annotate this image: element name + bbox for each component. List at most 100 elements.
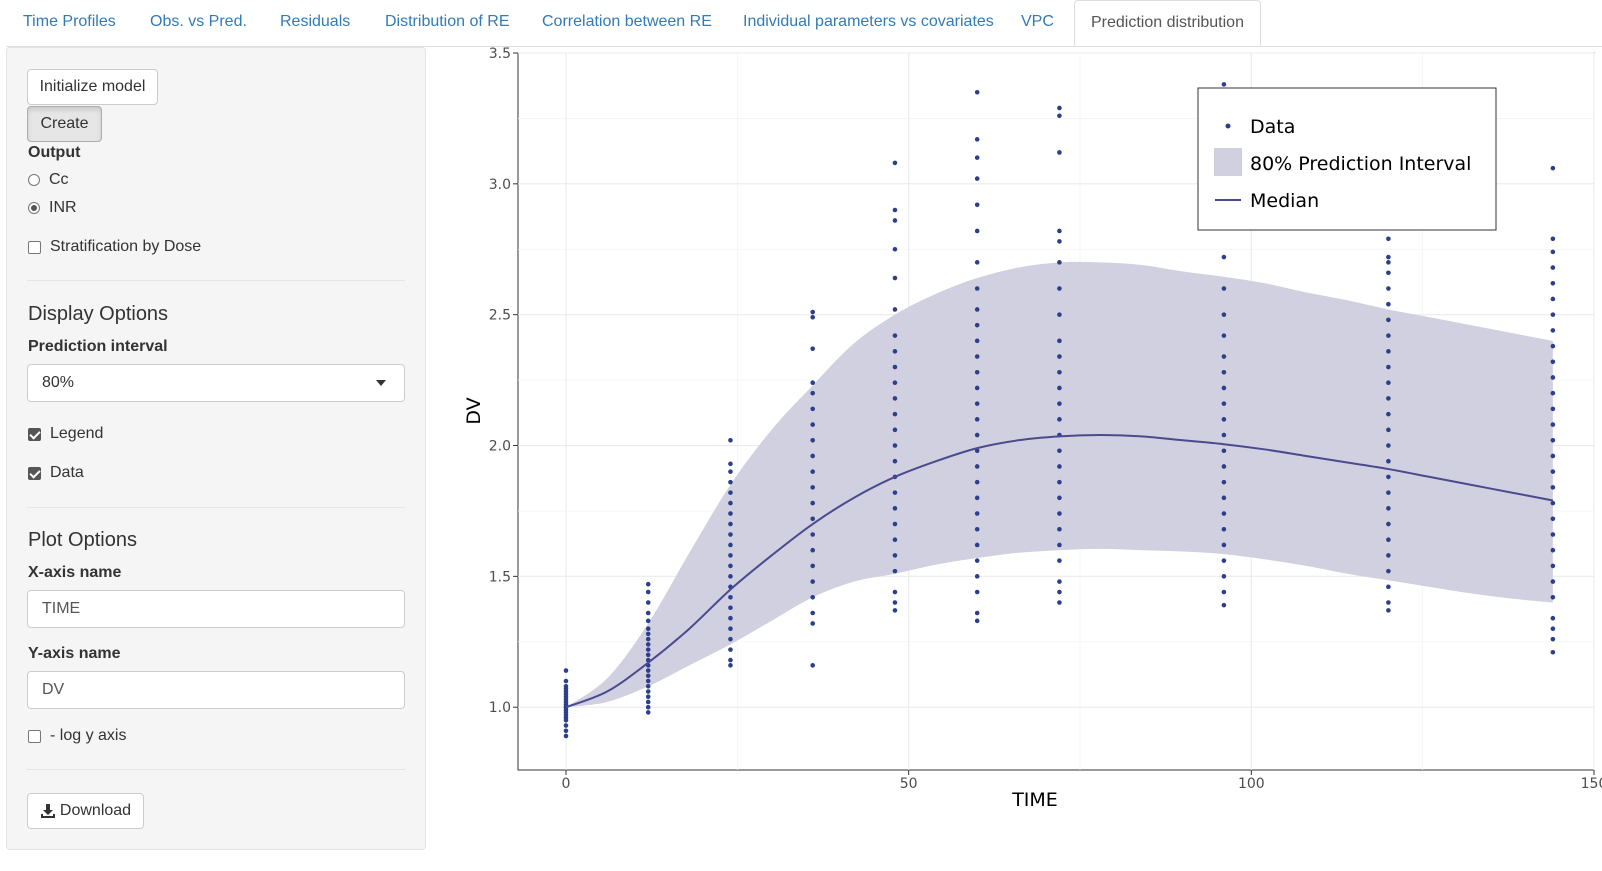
data-point (645, 610, 651, 616)
data-point (974, 432, 980, 438)
data-point (1386, 537, 1391, 543)
data-point (1550, 516, 1556, 522)
data-point (1057, 338, 1062, 344)
data-point (1550, 532, 1556, 537)
data-point (645, 581, 651, 587)
data-point (810, 563, 816, 569)
data-point (892, 380, 898, 386)
legend-checkbox[interactable] (28, 427, 41, 441)
data-point (1221, 354, 1227, 359)
data-point (892, 600, 898, 605)
data-point (1057, 495, 1062, 501)
data-point (728, 636, 733, 642)
data-point (1057, 511, 1062, 516)
data-point (1221, 448, 1227, 454)
stratification-checkbox[interactable] (28, 240, 41, 254)
initialize-model-button[interactable]: Initialize model (27, 69, 158, 105)
data-point (728, 461, 733, 467)
data-point (892, 396, 898, 401)
y-tick-label: 2.5 (489, 308, 511, 324)
create-button[interactable]: Create (27, 106, 102, 142)
data-point (645, 699, 651, 705)
tab-vpc[interactable]: VPC (1021, 13, 1054, 30)
log-y-checkbox-row[interactable]: - log y axis (28, 727, 126, 745)
data-point (1221, 464, 1227, 469)
data-point (1550, 343, 1556, 349)
legend-checkbox-row[interactable]: Legend (28, 425, 103, 443)
stratification-checkbox-row[interactable]: Stratification by Dose (28, 238, 201, 256)
data-point (1057, 385, 1062, 391)
radio-inr[interactable] (28, 202, 40, 214)
download-button[interactable]: Download (27, 793, 144, 829)
tab-obs-vs-pred[interactable]: Obs. vs Pred. (150, 13, 247, 30)
tab-individual-parameters[interactable]: Individual parameters vs covariates (743, 13, 994, 30)
log-y-checkbox[interactable] (28, 729, 41, 743)
data-point (892, 490, 898, 495)
data-point (1057, 589, 1062, 595)
prediction-interval-select[interactable]: 80% (27, 364, 405, 402)
data-point (810, 532, 816, 537)
data-point (1550, 594, 1556, 600)
output-option-inr[interactable]: INR (28, 199, 77, 217)
output-option-cc[interactable]: Cc (28, 171, 69, 189)
data-point (728, 521, 733, 527)
data-point (645, 589, 651, 595)
tab-prediction-distribution[interactable]: Prediction distribution (1074, 0, 1261, 46)
data-point (1221, 333, 1227, 338)
output-label: Output (28, 144, 81, 161)
data-point (728, 647, 733, 652)
data-point (728, 657, 733, 663)
y-tick-label: 1.5 (489, 569, 511, 585)
data-point (645, 652, 651, 658)
data-point (1386, 301, 1391, 307)
data-point (810, 621, 816, 626)
x-axis-name-input[interactable] (27, 590, 405, 628)
data-point (1057, 369, 1062, 375)
data-point (974, 526, 980, 532)
tab-residuals[interactable]: Residuals (280, 13, 351, 30)
data-point (810, 516, 816, 522)
data-point (892, 589, 898, 595)
data-point (1550, 296, 1556, 302)
data-point (1386, 443, 1391, 448)
x-tick-label: 50 (900, 776, 918, 792)
data-point (1057, 150, 1062, 155)
data-point (810, 594, 816, 600)
data-point (563, 728, 569, 734)
data-point (1386, 568, 1391, 574)
data-point (1057, 228, 1062, 234)
data-point (1550, 359, 1556, 365)
tab-correlation-between-re[interactable]: Correlation between RE (542, 13, 712, 30)
x-axis-title: TIME (1011, 789, 1058, 811)
data-point (810, 547, 816, 553)
data-point (1550, 636, 1556, 642)
data-point (1386, 506, 1391, 511)
data-point (1386, 608, 1391, 613)
data-point (974, 589, 980, 595)
radio-cc[interactable] (28, 174, 40, 186)
data-point (645, 689, 651, 694)
data-point (1550, 615, 1556, 621)
data-point (728, 553, 733, 558)
data-point (810, 309, 816, 315)
data-point (810, 390, 816, 396)
data-point (1221, 574, 1227, 579)
chevron-down-icon (376, 380, 386, 386)
download-icon (40, 803, 55, 818)
data-checkbox-row[interactable]: Data (28, 464, 84, 482)
divider (27, 769, 405, 770)
data-point (892, 160, 898, 166)
data-checkbox[interactable] (28, 466, 41, 480)
y-axis-name-input[interactable] (27, 671, 405, 709)
data-point (974, 542, 980, 548)
tab-time-profiles[interactable]: Time Profiles (23, 13, 116, 30)
data-point (892, 218, 898, 223)
data-point (1221, 558, 1227, 563)
data-point (974, 137, 980, 142)
data-point (1550, 469, 1556, 474)
data-point (1550, 312, 1556, 317)
data-point (728, 469, 733, 474)
legend-label: Legend (50, 425, 104, 442)
tab-distribution-of-re[interactable]: Distribution of RE (385, 13, 510, 30)
data-point (1550, 547, 1556, 553)
